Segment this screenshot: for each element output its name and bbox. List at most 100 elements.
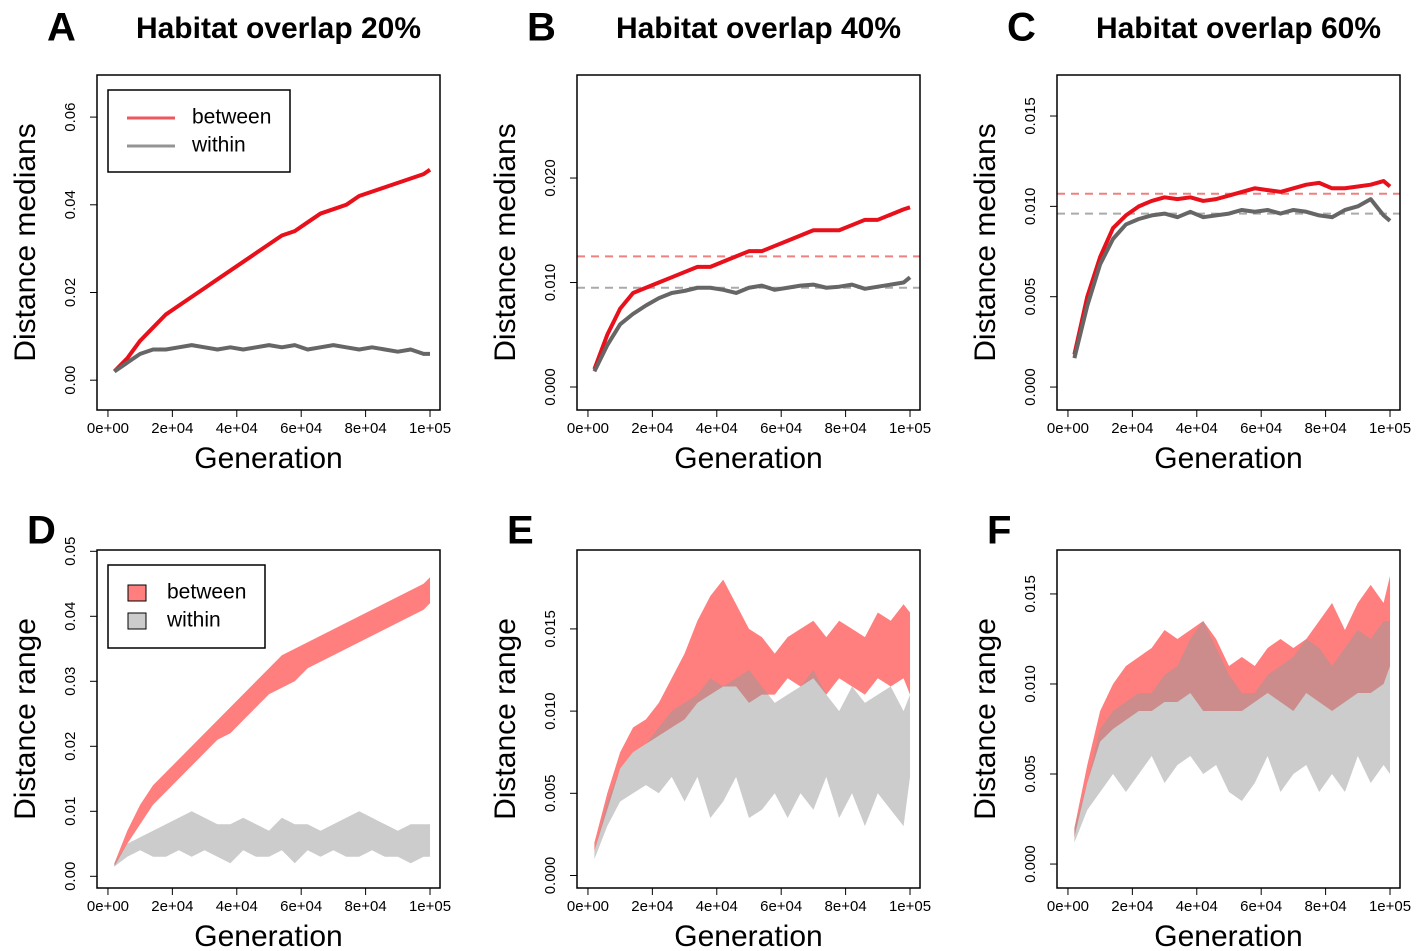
legend-box <box>107 564 266 649</box>
panel-label: F <box>987 509 1011 553</box>
x-tick-label: 0e+00 <box>567 898 609 915</box>
panel: D Generation Distance range 0e+00 2e+04 4e+04… <box>9 509 451 951</box>
y-tick-label: 0.005 <box>1022 755 1039 793</box>
panel-title: Habitat overlap 60% <box>1096 12 1381 45</box>
y-tick-label: 0.010 <box>1022 665 1039 703</box>
y-tick-label: 0.00 <box>62 366 79 395</box>
legend-label: within <box>166 609 221 632</box>
x-tick-label: 2e+04 <box>151 898 193 915</box>
plot-frame <box>96 549 441 889</box>
range-band <box>114 811 431 867</box>
x-axis-label: Generation <box>674 920 822 951</box>
x-tick-label: 6e+04 <box>1240 420 1282 437</box>
panel-label: C <box>1007 6 1036 50</box>
series-line <box>592 205 911 370</box>
x-tick-label: 0e+00 <box>1047 420 1089 437</box>
x-tick-label: 4e+04 <box>216 420 258 437</box>
y-tick-label: 0.020 <box>542 159 559 197</box>
y-tick-label: 0.01 <box>62 797 79 826</box>
x-axis-label: Generation <box>1154 442 1302 475</box>
panel-title: Habitat overlap 20% <box>136 12 421 45</box>
x-tick-label: 8e+04 <box>1305 420 1347 437</box>
x-tick-label: 6e+04 <box>280 420 322 437</box>
y-tick-label: 0.000 <box>542 857 559 895</box>
series-line <box>1072 197 1392 359</box>
plot-frame <box>576 74 921 411</box>
x-tick-label: 4e+04 <box>696 420 738 437</box>
panel-label: E <box>507 509 534 553</box>
y-tick-label: 0.015 <box>1022 575 1039 613</box>
y-tick-label: 0.04 <box>62 602 79 631</box>
y-tick-label: 0.005 <box>542 775 559 813</box>
y-axis-label: Distance range <box>9 618 42 820</box>
plot-area <box>114 577 431 867</box>
panel-label: B <box>527 6 556 50</box>
x-tick-label: 8e+04 <box>825 420 867 437</box>
y-tick-label: 0.000 <box>1022 368 1039 406</box>
x-tick-label: 4e+04 <box>216 898 258 915</box>
x-tick-label: 2e+04 <box>631 420 673 437</box>
range-band <box>594 579 911 851</box>
plot-area <box>594 579 911 860</box>
range-band <box>594 670 911 860</box>
x-tick-label: 8e+04 <box>345 898 387 915</box>
legend-label: between <box>192 106 271 129</box>
y-axis-label: Distance medians <box>969 123 1002 361</box>
y-tick-label: 0.010 <box>1022 188 1039 226</box>
y-tick-label: 0.010 <box>542 692 559 730</box>
legend-swatch <box>127 612 147 630</box>
y-tick-label: 0.015 <box>1022 97 1039 135</box>
range-band <box>114 577 431 867</box>
y-tick-label: 0.010 <box>542 264 559 302</box>
x-tick-label: 6e+04 <box>760 898 802 915</box>
y-tick-label: 0.005 <box>1022 278 1039 316</box>
x-axis-label: Generation <box>1154 920 1302 951</box>
x-tick-label: 2e+04 <box>151 420 193 437</box>
panel: B Habitat overlap 40% Generation Distance m… <box>489 6 931 475</box>
x-tick-label: 2e+04 <box>631 898 673 915</box>
y-axis-label: Distance medians <box>9 123 42 361</box>
panel-label: A <box>47 6 76 50</box>
x-tick-label: 0e+00 <box>1047 898 1089 915</box>
panel: E Generation Distance range 0e+00 2e+04 4e+04… <box>489 509 931 951</box>
panel-label: D <box>27 509 56 553</box>
y-axis-label: Distance range <box>969 618 1002 820</box>
y-axis-label: Distance range <box>489 618 522 820</box>
x-tick-label: 1e+05 <box>889 420 931 437</box>
x-tick-label: 1e+05 <box>409 420 451 437</box>
x-tick-label: 0e+00 <box>567 420 609 437</box>
panel-title: Habitat overlap 40% <box>616 12 901 45</box>
y-tick-label: 0.000 <box>1022 845 1039 883</box>
x-tick-label: 1e+05 <box>1369 420 1411 437</box>
x-tick-label: 8e+04 <box>345 420 387 437</box>
x-tick-label: 0e+00 <box>87 420 129 437</box>
x-tick-label: 1e+05 <box>1369 898 1411 915</box>
plot-area <box>577 205 920 373</box>
x-tick-label: 1e+05 <box>409 898 451 915</box>
panel: A Habitat overlap 20% Generation Distance m… <box>9 6 451 475</box>
y-tick-label: 0.02 <box>62 278 79 307</box>
x-tick-label: 4e+04 <box>1176 898 1218 915</box>
y-tick-label: 0.03 <box>62 667 79 696</box>
plot-area <box>1074 575 1391 843</box>
x-tick-label: 0e+00 <box>87 898 129 915</box>
y-tick-label: 0.015 <box>542 610 559 648</box>
legend-box <box>107 89 291 173</box>
y-tick-label: 0.04 <box>62 190 79 219</box>
x-axis-label: Generation <box>194 442 342 475</box>
x-tick-label: 2e+04 <box>1111 898 1153 915</box>
series-line <box>112 168 432 373</box>
x-tick-label: 1e+05 <box>889 898 931 915</box>
x-tick-label: 4e+04 <box>696 898 738 915</box>
panel: F Generation Distance range 0e+00 2e+04 4e+04… <box>969 509 1411 951</box>
x-tick-label: 8e+04 <box>1305 898 1347 915</box>
x-tick-label: 2e+04 <box>1111 420 1153 437</box>
plot-area <box>112 168 432 374</box>
x-tick-label: 8e+04 <box>825 898 867 915</box>
plot-frame <box>96 74 441 411</box>
y-tick-label: 0.06 <box>62 102 79 131</box>
series-line <box>1072 179 1392 355</box>
series-line <box>592 275 912 373</box>
plot-frame <box>1056 74 1401 411</box>
